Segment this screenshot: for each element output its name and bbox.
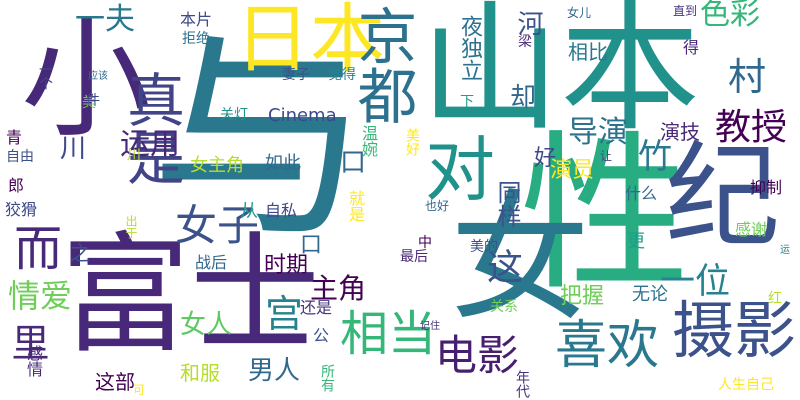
cloud-word: 性 (520, 116, 691, 314)
cloud-word: 情爱 (8, 277, 73, 315)
cloud-word: 也好 (425, 199, 450, 213)
cloud-word: 川 (60, 134, 87, 164)
cloud-word: 真是 (117, 70, 185, 186)
cloud-word: 电影 (435, 331, 520, 380)
cloud-word: 青 (6, 128, 23, 147)
cloud-word: 喜欢 (555, 316, 660, 376)
cloud-word: 感谢 (735, 220, 768, 239)
cloud-word: 与 (150, 12, 371, 268)
cloud-word: 人生自己 (718, 377, 774, 393)
cloud-word: 年代 (514, 370, 530, 398)
cloud-word: 件 (86, 93, 100, 109)
cloud-word: 记住 (420, 321, 440, 332)
cloud-word: 富士 (60, 219, 321, 371)
cloud-word: 红 (768, 291, 782, 307)
cloud-word: 主角 (310, 272, 367, 305)
cloud-word: 运用 (120, 127, 180, 162)
cloud-word: 相当 (340, 306, 437, 362)
cloud-word: 觉得 (328, 67, 356, 83)
cloud-word: 同样 (493, 180, 521, 228)
cloud-word: 女人 (180, 310, 233, 340)
cloud-word: 色彩 (700, 0, 760, 32)
cloud-word: 摄影 (672, 294, 797, 367)
cloud-word: 最后 (400, 249, 428, 265)
cloud-word: 之 (70, 241, 90, 265)
cloud-word: 什么 (625, 184, 658, 203)
cloud-word: 狡猾 (5, 200, 38, 219)
cloud-word: 对 (425, 129, 495, 211)
cloud-word: 里 (5, 323, 49, 361)
cloud-word: 竹 (638, 137, 672, 177)
cloud-word: 一位 (660, 262, 731, 302)
cloud-word: 导演 (568, 115, 628, 150)
cloud-word: 从 (240, 201, 258, 222)
cloud-word: 温婉 (359, 125, 378, 157)
cloud-word: 河 (513, 10, 543, 36)
cloud-word: 应该 (88, 71, 108, 82)
cloud-word: 这部 (95, 370, 135, 394)
cloud-word: 美 (82, 95, 96, 111)
cloud-word: 所有 (319, 364, 335, 392)
cloud-word: 中 (418, 235, 432, 251)
cloud-word: 拒绝 (182, 31, 210, 47)
cloud-word: 公 (313, 326, 330, 345)
cloud-word: 女子 (175, 201, 260, 250)
cloud-word: 一夫 (75, 2, 135, 37)
cloud-word: 抑制 (750, 178, 783, 197)
cloud-word: 关系 (490, 299, 518, 315)
cloud-word: 就是 (346, 190, 365, 222)
cloud-word: 自私 (265, 201, 298, 220)
cloud-word: 美好 (404, 128, 420, 156)
cloud-word: 口 (300, 233, 323, 258)
cloud-word: 教授 (715, 107, 788, 148)
cloud-word: 夜独立 (457, 15, 482, 81)
cloud-word: 村 (728, 55, 767, 99)
cloud-word: 演员 (550, 158, 595, 183)
cloud-word: 川 (125, 147, 141, 161)
cloud-word: 相比 (568, 40, 608, 64)
cloud-word: 自由 (6, 149, 34, 165)
cloud-word: 这 (481, 248, 522, 284)
cloud-word: 本片 (180, 10, 213, 29)
cloud-word: 好 (534, 146, 557, 171)
cloud-word: Cinema (268, 105, 337, 126)
cloud-word: 京都 (347, 5, 417, 125)
cloud-word: 下 (460, 94, 474, 110)
cloud-word: 女儿 (567, 6, 592, 20)
cloud-word: 而 (14, 221, 63, 277)
cloud-word: 让 (600, 149, 613, 163)
cloud-word: 把握 (560, 284, 605, 309)
cloud-word: 出于 (124, 215, 138, 239)
cloud-word: 梁 (518, 34, 532, 50)
cloud-word: 可 (133, 383, 146, 397)
cloud-word: 演技 (660, 120, 700, 144)
cloud-word: 感情 (24, 345, 43, 377)
cloud-word: 更 (627, 231, 645, 252)
cloud-word: 还是 (300, 298, 333, 317)
cloud-word: 运 (780, 245, 790, 256)
cloud-word: 日本 (235, 0, 386, 83)
cloud-word: 宫 (265, 292, 304, 336)
cloud-word: 直到 (673, 4, 698, 18)
cloud-word: 和服 (180, 361, 220, 385)
cloud-word: 一个 (37, 62, 53, 90)
cloud-word: 时期 (264, 253, 309, 278)
cloud-word: 纪 (665, 130, 781, 264)
cloud-word: 得 (683, 38, 700, 57)
cloud-word: 小 (0, 10, 151, 140)
cloud-word: 女主角 (190, 155, 244, 176)
cloud-word: 山本 (420, 0, 701, 151)
cloud-word: 男人 (248, 356, 301, 386)
cloud-word: 无论 (632, 284, 668, 305)
cloud-word: 战后 (195, 253, 228, 272)
cloud-word: 美的 (470, 239, 498, 255)
cloud-word: 妻子 (282, 67, 310, 83)
cloud-word: 郎 (8, 176, 25, 195)
cloud-word: 女 (450, 178, 591, 341)
cloud-word: 却 (510, 83, 537, 113)
cloud-word: 关灯 (220, 107, 248, 123)
cloud-word: 口 (340, 148, 367, 178)
cloud-word: 如此 (265, 153, 301, 174)
